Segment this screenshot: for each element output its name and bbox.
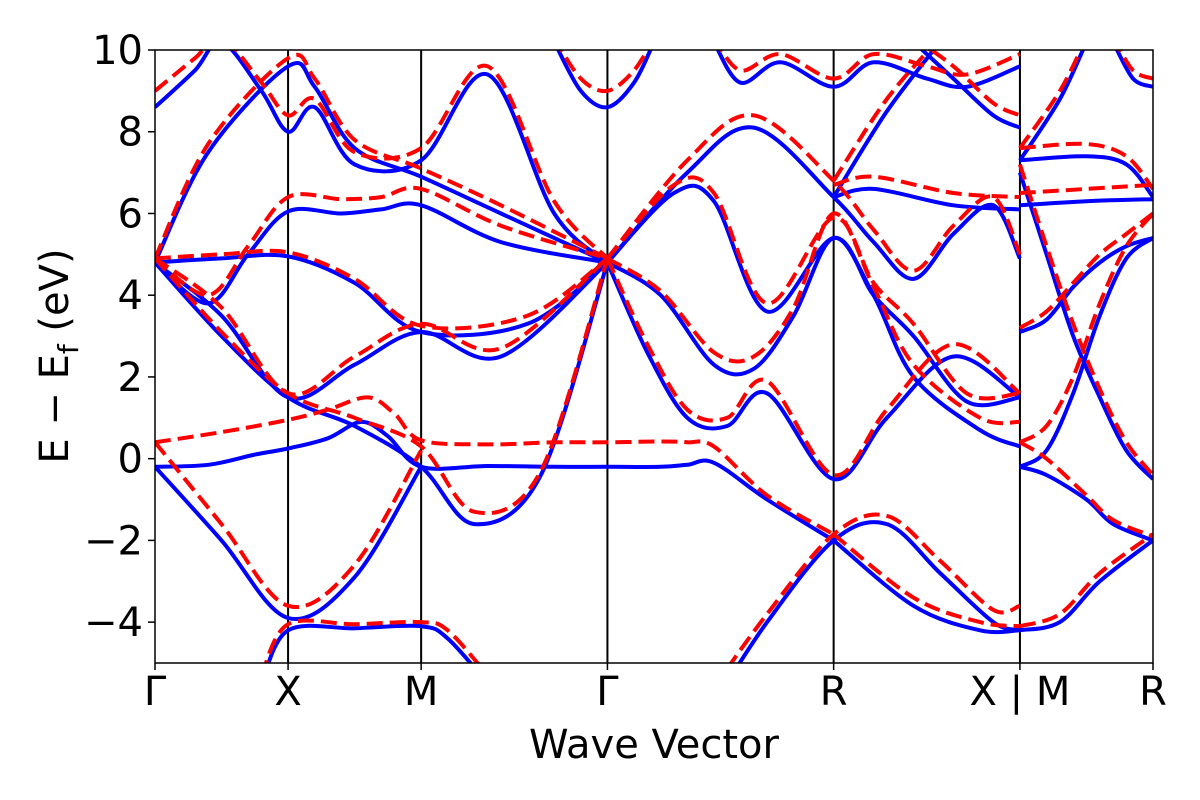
- x-axis-label: Wave Vector: [529, 722, 780, 768]
- band-line-dashed: [927, 50, 1021, 118]
- band-line-dashed: [605, 175, 1021, 401]
- y-tick-label: 10: [92, 28, 143, 74]
- band-line-dashed: [155, 441, 423, 610]
- y-axis-label: E − Ef (eV): [32, 248, 85, 463]
- y-tick-label: 6: [118, 191, 143, 237]
- band-line-solid: [155, 61, 609, 265]
- band-line-dashed: [1117, 50, 1153, 81]
- x-tick-label: R: [1139, 669, 1167, 715]
- band-line-dashed: [1019, 141, 1153, 191]
- x-axis-ticks: Γ X M Γ R X | M R: [144, 663, 1167, 715]
- band-line-solid: [1018, 236, 1153, 469]
- band-line-solid: [1019, 154, 1153, 199]
- band-line-dashed: [606, 211, 1021, 426]
- band-line-dashed: [1019, 532, 1153, 629]
- band-line-dashed: [833, 174, 1021, 200]
- band-line-dashed: [559, 50, 650, 94]
- band-line-dashed: [155, 257, 610, 516]
- x-tick-label: Γ: [596, 669, 619, 715]
- band-line-solid: [832, 538, 1020, 635]
- band-line-solid: [1019, 464, 1153, 543]
- band-line-dashed: [1018, 211, 1153, 330]
- band-line-dashed: [155, 248, 609, 331]
- band-line-solid: [155, 465, 423, 622]
- band-line-solid: [155, 252, 609, 338]
- band-line-dashed: [728, 512, 1021, 663]
- band-line-solid: [1019, 197, 1153, 208]
- plot-frame: [154, 49, 1154, 664]
- band-line-solid: [556, 50, 653, 110]
- band-line-dashed: [605, 113, 1022, 273]
- band-line-solid: [831, 50, 937, 199]
- band-line-dashed: [605, 257, 1022, 478]
- band-line-dashed: [1019, 182, 1153, 195]
- band-line-dashed: [831, 50, 932, 182]
- x-tick-label: Γ: [144, 669, 167, 715]
- y-tick-label: 4: [118, 273, 143, 319]
- band-line-solid: [1114, 50, 1153, 89]
- kpoint-lines: [287, 50, 1021, 663]
- x-tick-label: R: [820, 669, 848, 715]
- band-line-dashed: [155, 50, 609, 260]
- band-line-solid: [833, 186, 1021, 212]
- band-line-solid: [605, 125, 1022, 281]
- y-tick-label: −2: [84, 518, 143, 564]
- band-line-solid: [605, 183, 1021, 408]
- band-line-dashed: [155, 52, 609, 261]
- band-line-solid: [266, 623, 474, 663]
- band-line-dashed: [1018, 163, 1153, 477]
- y-tick-label: 0: [118, 437, 143, 483]
- band-line-dashed: [155, 256, 609, 397]
- band-line-solid: [737, 520, 1021, 663]
- band-line-dashed: [832, 532, 1021, 629]
- band-line-solid: [155, 50, 609, 265]
- band-line-solid: [606, 235, 1021, 449]
- y-axis-label-unit: (eV): [32, 248, 78, 344]
- band-line-solid: [155, 260, 609, 401]
- band-line-solid: [1019, 538, 1153, 633]
- band-line-solid: [155, 419, 835, 543]
- y-tick-label: 2: [118, 355, 143, 401]
- y-tick-label: 8: [118, 110, 143, 156]
- band-line-dashed: [263, 618, 481, 663]
- x-tick-label: X: [274, 669, 301, 715]
- band-line-solid: [919, 50, 1021, 130]
- y-tick-label: −4: [84, 600, 143, 646]
- y-axis-label-main: E − E: [32, 354, 78, 464]
- y-axis-ticks: −4 −2 0 2 4 6 8 10: [84, 28, 155, 646]
- band-line-solid: [1018, 171, 1153, 481]
- band-lines: [155, 50, 1153, 663]
- band-line-dashed: [155, 395, 835, 537]
- y-axis-label-subscript: f: [52, 343, 85, 354]
- band-line-solid: [155, 201, 608, 306]
- band-line-dashed: [155, 185, 608, 298]
- x-tick-label: X | M: [970, 669, 1071, 715]
- x-tick-label: M: [404, 669, 439, 715]
- band-line-dashed: [1018, 212, 1153, 445]
